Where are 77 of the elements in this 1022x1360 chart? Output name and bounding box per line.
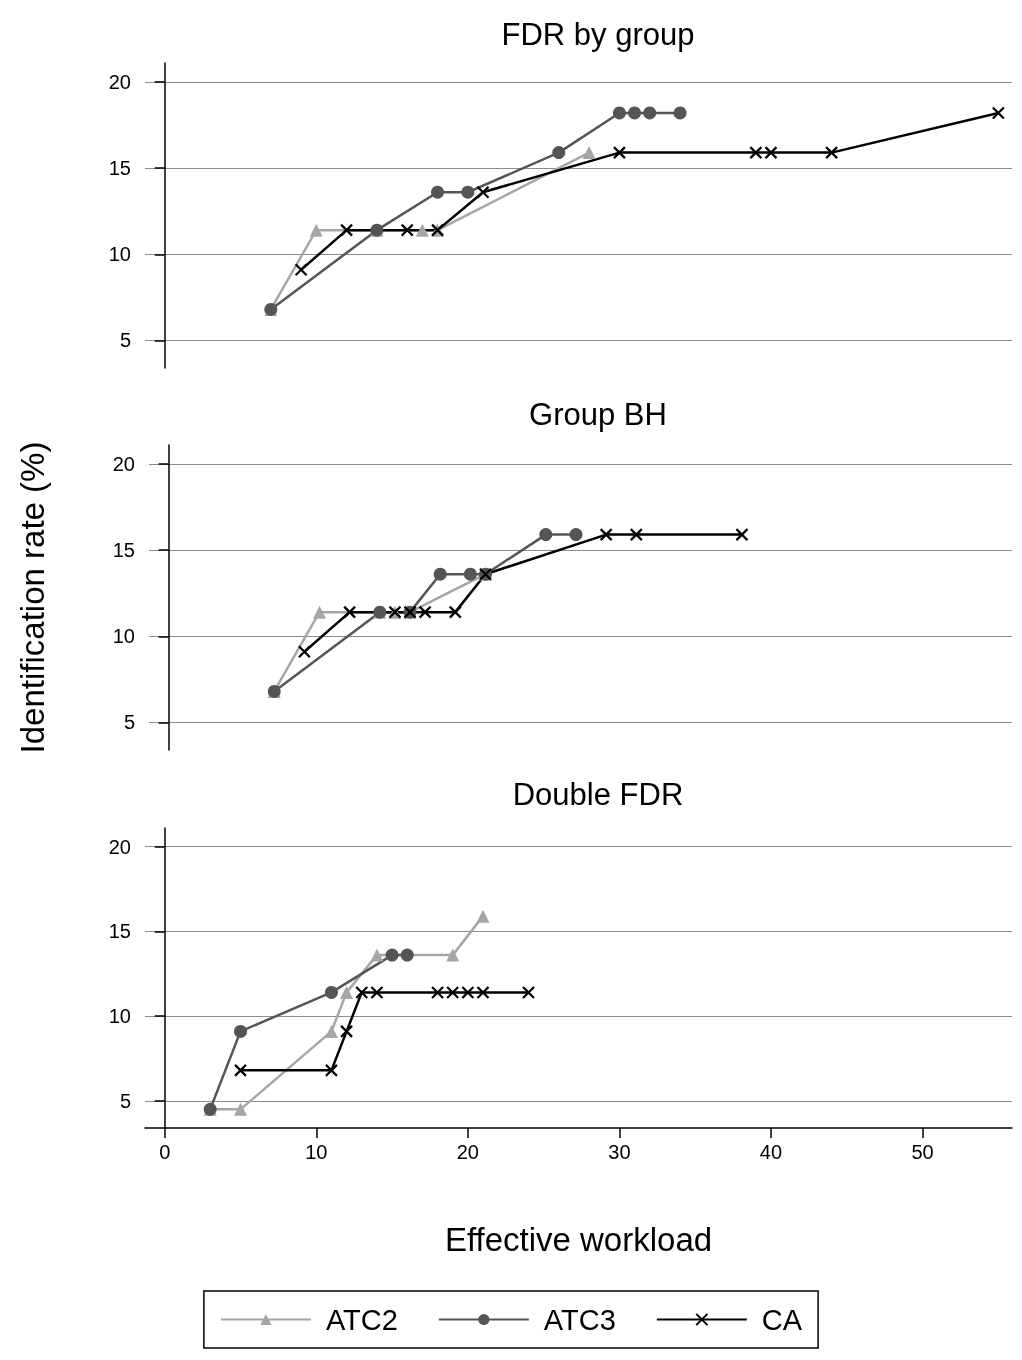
point (991, 106, 1005, 120)
point (355, 985, 369, 1000)
point (324, 985, 338, 999)
point (628, 106, 642, 120)
point (418, 605, 432, 619)
point (461, 985, 475, 1000)
point (233, 1102, 247, 1116)
point (569, 528, 583, 542)
point (825, 146, 839, 160)
point (233, 1063, 248, 1077)
y-tick-label: 15 (108, 920, 131, 943)
point (612, 146, 627, 160)
legend-label: ATC3 (543, 1303, 616, 1336)
point (612, 106, 626, 120)
point (764, 146, 778, 160)
point (461, 185, 475, 199)
point (312, 605, 326, 619)
y-tick-label: 5 (123, 711, 135, 734)
legend-label: CA (761, 1303, 803, 1336)
point (476, 185, 490, 199)
chart-title: Group BH (529, 397, 667, 432)
point (463, 567, 477, 581)
point (735, 528, 749, 542)
point (324, 1024, 338, 1038)
point (629, 528, 643, 542)
point (415, 223, 429, 237)
point (343, 605, 357, 619)
point (400, 948, 414, 962)
point (433, 567, 447, 581)
point (430, 985, 445, 1000)
y-tick-label: 20 (108, 70, 131, 93)
point (340, 985, 354, 999)
x-tick-label: 50 (911, 1141, 934, 1163)
y-tick-label: 10 (108, 1005, 131, 1028)
y-tick-label: 5 (119, 329, 131, 352)
x-tick-label: 30 (608, 1141, 631, 1163)
point (431, 185, 445, 199)
legend-label: ATC2 (325, 1303, 398, 1336)
point (476, 909, 490, 923)
y-tick-label: 10 (108, 243, 131, 266)
point (339, 1024, 354, 1038)
x-tick-label: 40 (759, 1141, 783, 1163)
y-tick-label: 15 (112, 539, 135, 562)
y-tick-label: 20 (112, 452, 135, 475)
point (339, 223, 354, 237)
point (446, 985, 460, 1000)
y-tick-label: 20 (108, 835, 131, 858)
point (297, 645, 311, 659)
point (448, 605, 462, 619)
point (476, 985, 490, 1000)
point (749, 146, 763, 160)
point (234, 1024, 247, 1038)
point (552, 146, 566, 160)
point (521, 985, 536, 1000)
point (539, 528, 553, 542)
x-tick-label: 10 (305, 1141, 328, 1163)
point (370, 985, 384, 1000)
y-tick-label: 10 (112, 625, 135, 648)
point (599, 528, 613, 542)
point (324, 1063, 339, 1077)
point (294, 263, 308, 277)
point (643, 106, 657, 120)
point (309, 223, 323, 237)
y-axis-title: Identification rate (%) (14, 441, 51, 754)
y-tick-label: 5 (119, 1089, 131, 1112)
y-tick-label: 15 (108, 157, 131, 180)
point (446, 948, 460, 962)
point (673, 106, 687, 120)
chart-title: FDR by group (501, 17, 695, 52)
x-tick-label: 20 (456, 1141, 479, 1163)
point (385, 948, 399, 962)
point (370, 948, 384, 962)
point (400, 223, 414, 237)
chart-title: Double FDR (512, 777, 684, 812)
x-tick-label: 0 (159, 1141, 171, 1163)
point (582, 146, 596, 160)
x-axis-title: Effective workload (444, 1221, 713, 1258)
